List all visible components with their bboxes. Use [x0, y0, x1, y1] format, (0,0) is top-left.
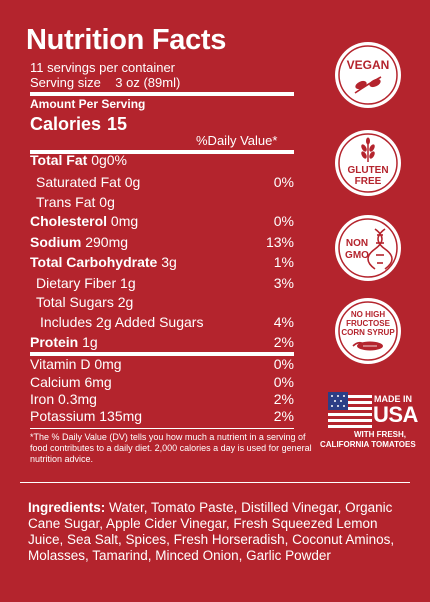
rule-vitamins: [30, 352, 294, 356]
nutrient-row: Vitamin D 0mg 0%: [30, 354, 294, 374]
nutrient-row: Includes 2g Added Sugars 4%: [30, 312, 294, 332]
nutrient-label: Protein 1g: [30, 334, 98, 350]
servings-per-container: 11 servings per container: [30, 60, 176, 75]
wheat-icon: [361, 137, 375, 162]
usa-badge-line3: WITH FRESH,: [354, 430, 406, 439]
nutrient-dv: 0%: [273, 356, 294, 372]
usa-badge-line2: USA: [373, 402, 418, 427]
usa-badge-line1: MADE IN: [374, 394, 412, 404]
ingredients: Ingredients: Water, Tomato Paste, Distil…: [28, 500, 406, 564]
nutrient-row: Protein 1g 2%: [30, 332, 294, 352]
nutrient-label: Calcium 6mg: [30, 374, 112, 390]
nutrient-row: Sodium 290mg 13%: [30, 232, 294, 252]
nutrient-dv: 2%: [273, 391, 294, 407]
gluten-free-badge: GLUTEN FREE: [333, 128, 403, 198]
rule-footnote: [30, 428, 294, 429]
nutrient-label: Total Sugars 2g: [36, 294, 134, 310]
nutrient-label: Saturated Fat 0g: [36, 174, 141, 190]
amount-per-serving: Amount Per Serving: [30, 97, 146, 111]
nutrient-dv: 4%: [273, 314, 294, 330]
serving-size-value: 3 oz (89ml): [115, 75, 181, 90]
nutrient-label: Sodium 290mg: [30, 234, 129, 250]
ingredients-text: Water, Tomato Paste, Distilled Vinegar, …: [28, 500, 395, 563]
nutrient-row: Dietary Fiber 1g 3%: [30, 273, 294, 293]
non-gmo-badge: NON GMO: [333, 213, 403, 283]
nutrient-dv: 0%: [273, 174, 294, 190]
nutrient-row: Calcium 6mg 0%: [30, 372, 294, 392]
rule-ingredients: [20, 482, 410, 483]
non-gmo-badge-line2: GMO: [345, 250, 369, 261]
vegan-badge: VEGAN: [333, 40, 403, 110]
nutrient-dv: 0%: [273, 374, 294, 390]
nutrient-label: Cholesterol 0mg: [30, 213, 139, 229]
calories-line: Calories 15: [30, 114, 127, 135]
usa-badge-line4: CALIFORNIA TOMATOES: [320, 440, 416, 449]
nutrient-dv: 0%: [273, 213, 294, 229]
nutrient-label: Iron 0.3mg: [30, 391, 97, 407]
hfcs-badge-line2: FRUCTOSE: [346, 319, 391, 328]
ingredients-label: Ingredients:: [28, 500, 106, 515]
dna-icon: [367, 228, 393, 270]
calories-label: Calories: [30, 114, 102, 134]
daily-value-header: %Daily Value*: [196, 133, 278, 148]
nutrient-row: Total Carbohydrate 3g 1%: [30, 252, 294, 272]
nutrient-row: Total Fat 0g0%: [30, 150, 294, 170]
serving-size-label: Serving size: [30, 75, 101, 90]
page-title: Nutrition Facts: [26, 24, 227, 56]
gluten-badge-line1: GLUTEN: [347, 165, 388, 176]
nutrient-label: Total Carbohydrate 3g: [30, 254, 177, 270]
servings-info: 11 servings per container Serving size 3…: [30, 60, 180, 90]
hfcs-badge-line3: CORN SYRUP: [341, 328, 395, 337]
nutrient-dv: 13%: [265, 234, 294, 250]
nutrient-row: Total Sugars 2g: [30, 292, 294, 312]
rule-top: [30, 92, 294, 96]
nutrient-label: Total Fat 0g0%: [30, 152, 127, 168]
nutrient-label: Potassium 135mg: [30, 408, 143, 424]
nutrient-row: Saturated Fat 0g 0%: [30, 172, 294, 192]
hfcs-badge-line1: NO HIGH: [351, 310, 385, 319]
nutrient-row: Cholesterol 0mg 0%: [30, 211, 294, 231]
rule-calories: [30, 150, 294, 154]
nutrient-dv: 1%: [273, 254, 294, 270]
corn-icon: [352, 341, 383, 351]
nutrient-row: Potassium 135mg 2%: [30, 406, 294, 426]
serving-size: Serving size 3 oz (89ml): [30, 75, 180, 90]
nutrient-row: Trans Fat 0g: [30, 192, 294, 212]
nutrient-dv: 3%: [273, 275, 294, 291]
usa-flag-icon: [328, 392, 372, 430]
nutrient-label: Trans Fat 0g: [36, 194, 115, 210]
nutrient-row: Iron 0.3mg 2%: [30, 389, 294, 409]
vegan-badge-label: VEGAN: [347, 58, 390, 72]
nutrient-dv: 2%: [273, 408, 294, 424]
no-hfcs-badge: NO HIGH FRUCTOSE CORN SYRUP: [333, 296, 403, 366]
nutrient-label: Dietary Fiber 1g: [36, 275, 136, 291]
gluten-badge-line2: FREE: [355, 176, 382, 187]
calories-value: 15: [107, 114, 128, 134]
nutrient-dv: 2%: [273, 334, 294, 350]
made-in-usa-badge: MADE IN USA WITH FRESH, CALIFORNIA TOMAT…: [318, 390, 428, 454]
footnote: *The % Daily Value (DV) tells you how mu…: [30, 432, 312, 464]
leaf-icon: [354, 76, 382, 94]
non-gmo-badge-line1: NON: [346, 238, 368, 249]
nutrient-label: Includes 2g Added Sugars: [40, 314, 204, 330]
nutrient-label: Vitamin D 0mg: [30, 356, 122, 372]
